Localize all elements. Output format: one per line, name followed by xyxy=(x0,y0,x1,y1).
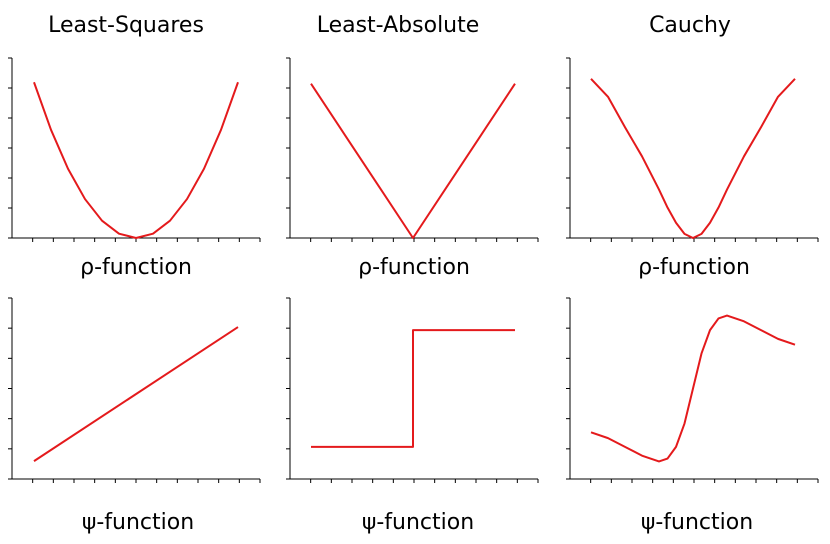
xlabel-cauchy-rho: ρ-function xyxy=(638,255,750,280)
plot-cauchy-rho xyxy=(566,57,819,242)
xlabel-least-absolute-rho: ρ-function xyxy=(358,255,470,280)
series-line-rho-2 xyxy=(590,78,796,239)
plot-least-absolute-rho xyxy=(286,57,539,242)
plot-least-absolute-psi xyxy=(286,297,539,483)
series-line-rho-1 xyxy=(310,83,516,239)
title-cauchy: Cauchy xyxy=(649,13,731,38)
series-line-rho-0 xyxy=(33,81,239,239)
series-line-psi-4 xyxy=(311,329,515,448)
plot-least-squares-psi xyxy=(8,297,261,483)
xlabel-cauchy-psi: ψ-function xyxy=(641,510,753,535)
title-least-squares: Least-Squares xyxy=(48,13,204,38)
series-line-psi-3 xyxy=(33,326,239,462)
plot-least-squares-rho xyxy=(8,57,261,242)
title-least-absolute: Least-Absolute xyxy=(317,13,480,38)
series-line-psi-5 xyxy=(590,314,796,463)
plot-cauchy-psi xyxy=(566,297,819,483)
xlabel-least-absolute-psi: ψ-function xyxy=(362,510,474,535)
xlabel-least-squares-psi: ψ-function xyxy=(82,510,194,535)
xlabel-least-squares-rho: ρ-function xyxy=(80,255,192,280)
